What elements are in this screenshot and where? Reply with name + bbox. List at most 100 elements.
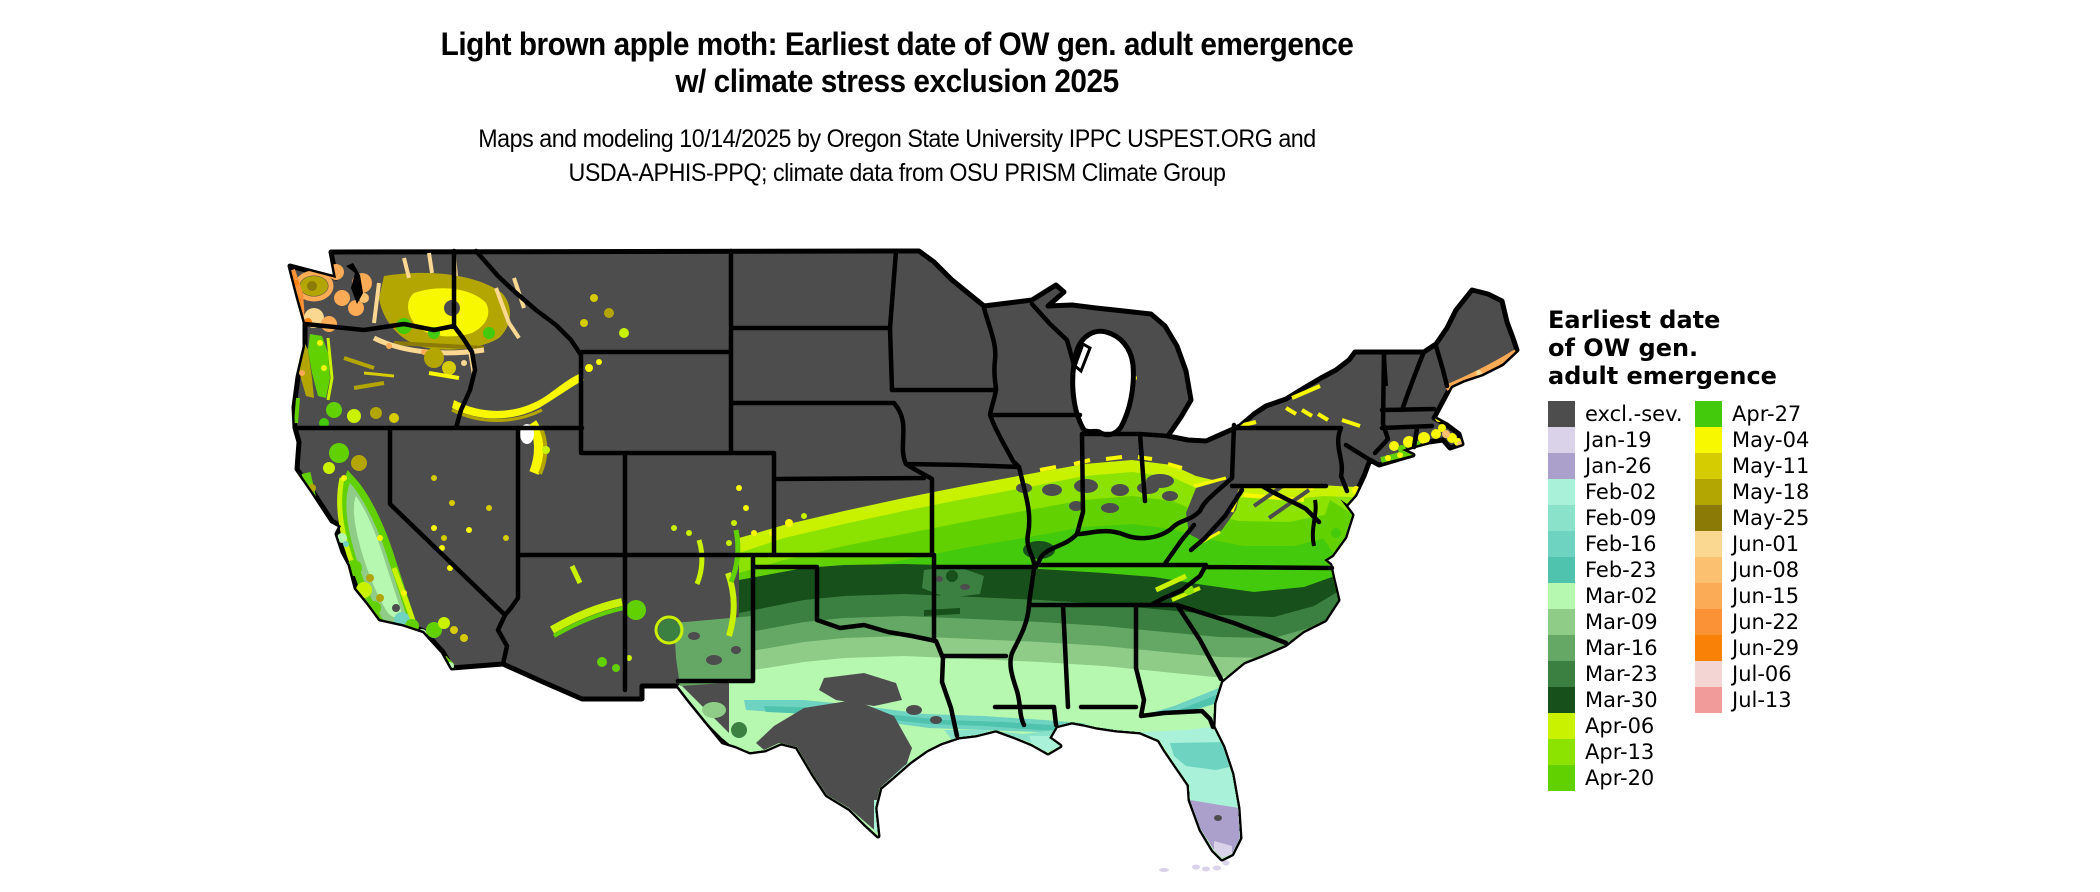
legend-color-swatch bbox=[1548, 765, 1575, 791]
legend-item-label: Mar-30 bbox=[1585, 688, 1658, 712]
legend-color-swatch bbox=[1695, 557, 1722, 583]
legend-item-label: Jun-15 bbox=[1732, 584, 1800, 608]
legend-color-swatch bbox=[1695, 427, 1722, 453]
region-florida bbox=[1083, 712, 1240, 858]
legend-color-swatch bbox=[1695, 479, 1722, 505]
chesapeake-bay bbox=[1310, 499, 1318, 547]
puget-sound bbox=[346, 263, 363, 304]
legend-color-swatch bbox=[1695, 583, 1722, 609]
legend-item-label: Feb-16 bbox=[1585, 532, 1657, 556]
legend-item: May-11 bbox=[1695, 453, 1809, 479]
legend-item: May-18 bbox=[1695, 479, 1809, 505]
legend-item-label: Mar-09 bbox=[1585, 610, 1658, 634]
legend-item-label: Jan-19 bbox=[1585, 428, 1652, 452]
legend-color-swatch bbox=[1695, 505, 1722, 531]
legend-item-label: Apr-27 bbox=[1732, 402, 1802, 426]
legend-color-swatch bbox=[1548, 609, 1575, 635]
legend-item-label: May-25 bbox=[1732, 506, 1810, 530]
legend-item: Jun-15 bbox=[1695, 583, 1809, 609]
legend-color-swatch bbox=[1548, 479, 1575, 505]
legend-item-label: Mar-23 bbox=[1585, 662, 1658, 686]
legend-color-swatch bbox=[1695, 635, 1722, 661]
florida-keys bbox=[1159, 860, 1230, 872]
legend-item: May-25 bbox=[1695, 505, 1809, 531]
legend-item: Jan-19 bbox=[1548, 427, 1683, 453]
legend-item: Apr-27 bbox=[1695, 401, 1809, 427]
legend-item: Mar-23 bbox=[1548, 661, 1683, 687]
region-northeast bbox=[1186, 349, 1517, 554]
legend-item: May-04 bbox=[1695, 427, 1809, 453]
legend-item: Mar-02 bbox=[1548, 583, 1683, 609]
legend-item: Feb-02 bbox=[1548, 479, 1683, 505]
legend-item-label: Mar-02 bbox=[1585, 584, 1658, 608]
legend-color-swatch bbox=[1548, 687, 1575, 713]
legend-item-label: Jun-01 bbox=[1732, 532, 1800, 556]
legend-item: Jul-06 bbox=[1695, 661, 1809, 687]
legend-item-label: Feb-09 bbox=[1585, 506, 1657, 530]
legend-item-label: Jun-29 bbox=[1732, 636, 1800, 660]
legend-color-swatch bbox=[1695, 401, 1722, 427]
legend-item: Jul-13 bbox=[1695, 687, 1809, 713]
legend-item-label: Feb-23 bbox=[1585, 558, 1657, 582]
legend-item-label: May-11 bbox=[1732, 454, 1810, 478]
legend-item: Apr-06 bbox=[1548, 713, 1683, 739]
legend-color-swatch bbox=[1548, 661, 1575, 687]
subtitle-line-2: USDA-APHIS-PPQ; climate data from OSU PR… bbox=[568, 159, 1226, 187]
legend-color-swatch bbox=[1548, 427, 1575, 453]
legend-item-label: Apr-13 bbox=[1585, 740, 1655, 764]
page-title: Light brown apple moth: Earliest date of… bbox=[63, 26, 1731, 100]
title-line-2: w/ climate stress exclusion 2025 bbox=[675, 63, 1119, 99]
page-subtitle: Maps and modeling 10/14/2025 by Oregon S… bbox=[63, 122, 1731, 190]
legend-column-1: excl.-sev. Jan-19 Jan-26 Feb-02 Feb-09 F… bbox=[1548, 401, 1683, 791]
legend-color-swatch bbox=[1695, 687, 1722, 713]
legend-item: Apr-13 bbox=[1548, 739, 1683, 765]
legend-item: Mar-09 bbox=[1548, 609, 1683, 635]
legend-item-label: Apr-20 bbox=[1585, 766, 1655, 790]
legend-color-swatch bbox=[1548, 531, 1575, 557]
title-line-1: Light brown apple moth: Earliest date of… bbox=[440, 26, 1354, 62]
legend-color-swatch bbox=[1548, 505, 1575, 531]
legend-item-label: Jul-06 bbox=[1732, 662, 1792, 686]
legend-color-swatch bbox=[1548, 739, 1575, 765]
legend-item: Feb-16 bbox=[1548, 531, 1683, 557]
legend-color-swatch bbox=[1548, 635, 1575, 661]
legend-item: Feb-23 bbox=[1548, 557, 1683, 583]
legend-color-swatch bbox=[1695, 609, 1722, 635]
legend-item: Apr-20 bbox=[1548, 765, 1683, 791]
legend-color-swatch bbox=[1548, 453, 1575, 479]
legend-item-label: Mar-16 bbox=[1585, 636, 1658, 660]
legend-color-swatch bbox=[1548, 401, 1575, 427]
map-legend: Earliest date of OW gen. adult emergence… bbox=[1548, 306, 1888, 801]
legend-item: Jun-01 bbox=[1695, 531, 1809, 557]
legend-color-swatch bbox=[1548, 713, 1575, 739]
legend-item: Mar-30 bbox=[1548, 687, 1683, 713]
us-map-figure bbox=[287, 248, 1520, 872]
legend-item-label: Jan-26 bbox=[1585, 454, 1652, 478]
legend-item-label: Jul-13 bbox=[1732, 688, 1792, 712]
region-southeast-bands bbox=[729, 460, 1374, 859]
legend-item: Jan-26 bbox=[1548, 453, 1683, 479]
legend-color-swatch bbox=[1695, 453, 1722, 479]
legend-item: Feb-09 bbox=[1548, 505, 1683, 531]
legend-title: Earliest date of OW gen. adult emergence bbox=[1548, 306, 1777, 390]
legend-color-swatch bbox=[1548, 557, 1575, 583]
legend-item: excl.-sev. bbox=[1548, 401, 1683, 427]
state-borders bbox=[292, 248, 1450, 739]
legend-item-label: excl.-sev. bbox=[1585, 402, 1683, 426]
legend-item-label: Feb-02 bbox=[1585, 480, 1657, 504]
legend-item-label: May-04 bbox=[1732, 428, 1810, 452]
legend-item: Jun-29 bbox=[1695, 635, 1809, 661]
legend-columns: excl.-sev. Jan-19 Jan-26 Feb-02 Feb-09 F… bbox=[1548, 401, 1888, 801]
legend-color-swatch bbox=[1548, 583, 1575, 609]
legend-item-label: Apr-06 bbox=[1585, 714, 1655, 738]
subtitle-line-1: Maps and modeling 10/14/2025 by Oregon S… bbox=[478, 125, 1316, 153]
legend-color-swatch bbox=[1695, 661, 1722, 687]
legend-color-swatch bbox=[1695, 531, 1722, 557]
legend-item-label: Jun-22 bbox=[1732, 610, 1800, 634]
legend-item: Mar-16 bbox=[1548, 635, 1683, 661]
legend-item-label: May-18 bbox=[1732, 480, 1810, 504]
legend-item-label: Jun-08 bbox=[1732, 558, 1800, 582]
green-bay bbox=[1073, 341, 1092, 374]
legend-column-2: Apr-27 May-04 May-11 May-18 May-25 Jun-0… bbox=[1695, 401, 1809, 713]
